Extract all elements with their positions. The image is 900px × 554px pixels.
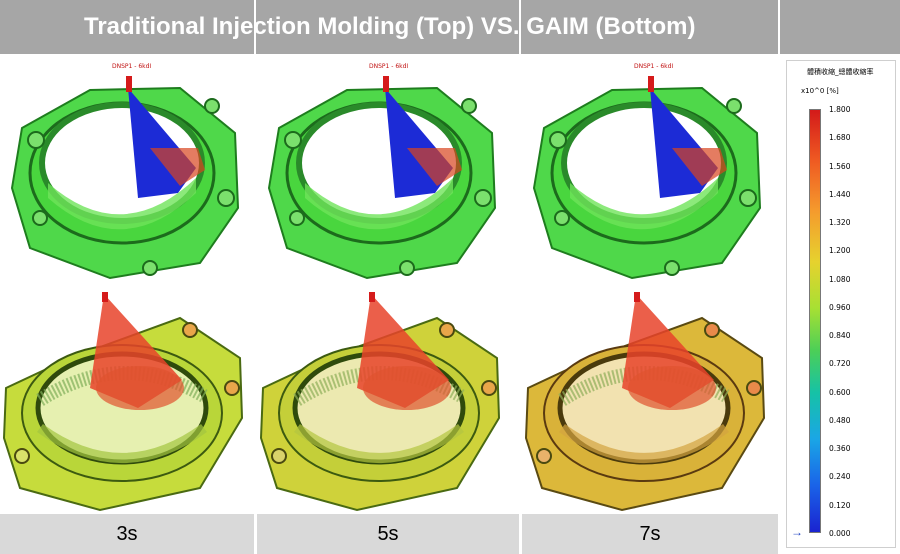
- legend-tick-label: 1.800: [829, 105, 851, 114]
- traditional-molding-3s-render: DNSP1 - 6kdI: [10, 63, 240, 280]
- probe-label: DNSP1 - 6kdI: [369, 63, 408, 70]
- legend-tick-label: 0.000: [829, 529, 851, 538]
- bottom-image-7s: [522, 288, 774, 514]
- legend-tick-label: 1.080: [829, 274, 851, 284]
- gaim-5s-render: [259, 292, 501, 512]
- bottom-image-3s: [0, 288, 252, 514]
- column-divider: [254, 0, 256, 554]
- top-image-3s: DNSP1 - 6kdI: [0, 58, 252, 284]
- gaim-7s-render: [524, 292, 766, 512]
- legend-tick-label: 1.440: [829, 189, 851, 199]
- header-bar: Traditional Injection Molding (Top) VS. …: [0, 0, 778, 54]
- legend-tick-label: 0.360: [829, 444, 851, 454]
- legend-tick-label: 0.720: [829, 359, 851, 369]
- gaim-3s-render: [2, 292, 244, 512]
- top-image-7s: DNSP1 - 6kdI: [522, 58, 774, 284]
- legend-tick-label: 0.960: [829, 302, 851, 312]
- traditional-molding-7s-render: DNSP1 - 6kdI: [532, 63, 762, 280]
- legend-tick-label: 0.600: [829, 387, 851, 397]
- probe-label: DNSP1 - 6kdI: [112, 63, 151, 70]
- legend-tick-label: 1.680: [829, 133, 851, 143]
- legend-tick-label: 0.120: [829, 500, 851, 510]
- time-label-7s: 7s: [522, 514, 778, 554]
- color-legend: 體積收縮_總體收縮率 x10^0 [%] 1.800 1.680 1.560 1.44…: [786, 60, 896, 548]
- arrow-indicator-icon: →: [791, 525, 803, 539]
- legend-tick-label: 0.840: [829, 331, 851, 341]
- legend-tick-label: 1.560: [829, 161, 851, 171]
- bottom-image-5s: [257, 288, 509, 514]
- legend-tick-label: 0.480: [829, 415, 851, 425]
- legend-unit: x10^0 [%]: [801, 87, 839, 95]
- page-title: Traditional Injection Molding (Top) VS. …: [84, 13, 696, 40]
- legend-tick-label: 0.240: [829, 472, 851, 482]
- probe-label: DNSP1 - 6kdI: [634, 63, 673, 70]
- column-divider: [778, 0, 780, 554]
- time-label-5s: 5s: [257, 514, 519, 554]
- top-image-5s: DNSP1 - 6kdI: [257, 58, 509, 284]
- legend-tick-label: 1.200: [829, 246, 851, 256]
- traditional-molding-5s-render: DNSP1 - 6kdI: [267, 63, 497, 280]
- legend-color-bar: [809, 109, 821, 533]
- legend-title: 體積收縮_總體收縮率: [807, 68, 874, 76]
- legend-tick-label: 1.320: [829, 218, 851, 228]
- time-label-3s: 3s: [0, 514, 254, 554]
- column-divider: [519, 0, 521, 554]
- header-right-panel: [780, 0, 900, 54]
